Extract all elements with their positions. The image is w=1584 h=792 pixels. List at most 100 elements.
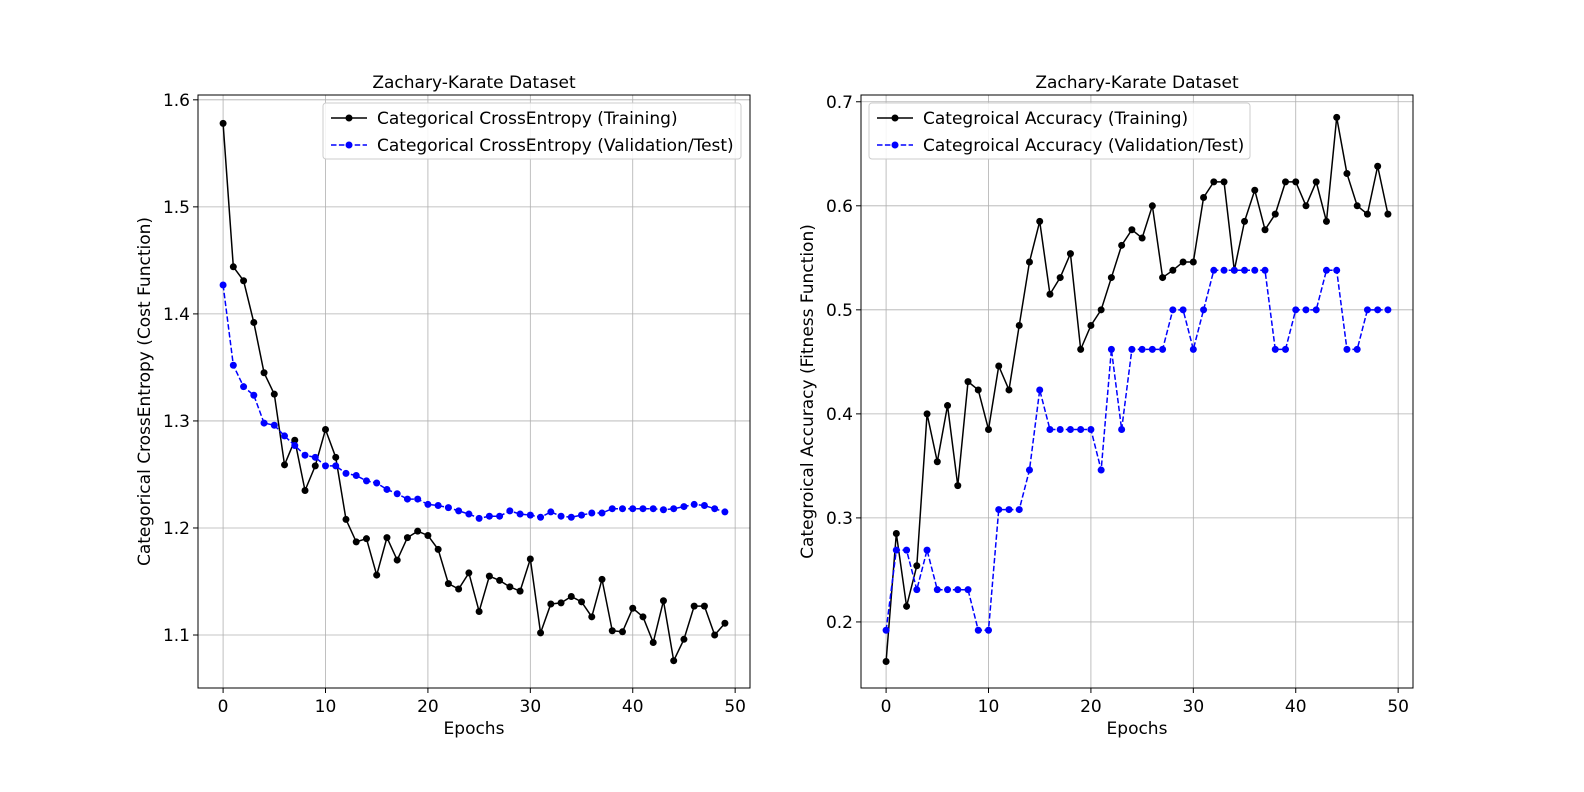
data-point bbox=[721, 508, 729, 516]
data-point bbox=[281, 432, 289, 440]
data-point bbox=[352, 472, 360, 480]
data-point bbox=[485, 572, 493, 580]
data-point bbox=[680, 635, 688, 643]
data-point bbox=[1159, 345, 1167, 353]
data-point bbox=[995, 362, 1003, 370]
data-point bbox=[291, 442, 299, 450]
data-point bbox=[1097, 306, 1105, 314]
data-point bbox=[250, 318, 258, 326]
data-point bbox=[383, 534, 391, 542]
data-point bbox=[1210, 266, 1218, 274]
data-point bbox=[260, 419, 268, 427]
data-point bbox=[1261, 226, 1269, 234]
data-point bbox=[1271, 210, 1279, 218]
data-point bbox=[649, 639, 657, 647]
data-point bbox=[270, 390, 278, 398]
legend-label-validation: Categroical Accuracy (Validation/Test) bbox=[923, 136, 1244, 156]
data-point bbox=[882, 626, 890, 634]
data-point bbox=[240, 383, 248, 391]
data-point bbox=[332, 453, 340, 461]
data-point bbox=[700, 501, 708, 509]
data-point bbox=[1281, 345, 1289, 353]
data-point bbox=[974, 386, 982, 394]
x-axis-label: Epochs bbox=[1107, 719, 1168, 739]
data-point bbox=[424, 531, 432, 539]
data-point bbox=[903, 546, 911, 554]
plot-frame bbox=[860, 94, 1414, 689]
data-point bbox=[944, 586, 952, 594]
data-point bbox=[598, 509, 606, 517]
data-point bbox=[1138, 234, 1146, 242]
data-point bbox=[1261, 266, 1269, 274]
legend-box bbox=[322, 102, 742, 160]
data-point bbox=[892, 546, 900, 554]
data-point bbox=[1077, 425, 1085, 433]
data-point bbox=[1220, 266, 1228, 274]
data-point bbox=[944, 402, 952, 410]
data-point bbox=[1353, 202, 1361, 210]
data-point bbox=[567, 592, 575, 600]
data-point bbox=[455, 585, 463, 593]
data-point bbox=[1241, 266, 1249, 274]
data-point bbox=[1322, 217, 1330, 225]
data-point bbox=[1118, 241, 1126, 249]
data-point bbox=[1077, 345, 1085, 353]
data-point bbox=[700, 602, 708, 610]
x-tick-label: 30 bbox=[520, 697, 542, 717]
data-point bbox=[974, 626, 982, 634]
x-tick-label: 0 bbox=[218, 697, 229, 717]
data-point bbox=[485, 512, 493, 520]
x-axis-label: Epochs bbox=[444, 719, 505, 739]
data-point bbox=[342, 515, 350, 523]
data-point bbox=[1220, 178, 1228, 186]
data-point bbox=[923, 546, 931, 554]
data-point bbox=[1169, 266, 1177, 274]
data-point bbox=[670, 505, 678, 513]
data-point bbox=[1128, 226, 1136, 234]
y-tick-label: 0.4 bbox=[826, 405, 853, 425]
data-point bbox=[1281, 178, 1289, 186]
legend-marker-training bbox=[891, 114, 899, 122]
data-point bbox=[913, 562, 921, 570]
y-tick-label: 0.2 bbox=[826, 613, 853, 633]
data-point bbox=[1343, 345, 1351, 353]
y-tick-label: 0.3 bbox=[826, 509, 853, 529]
data-point bbox=[362, 477, 370, 485]
data-point bbox=[342, 469, 350, 477]
data-point bbox=[1271, 345, 1279, 353]
x-tick-label: 50 bbox=[724, 697, 746, 717]
data-point bbox=[588, 509, 596, 517]
data-point bbox=[1333, 266, 1341, 274]
y-tick-label: 0.7 bbox=[826, 93, 853, 113]
data-point bbox=[1015, 321, 1023, 329]
data-point bbox=[964, 586, 972, 594]
data-point bbox=[516, 587, 524, 595]
legend-label-training: Categorical CrossEntropy (Training) bbox=[377, 109, 678, 129]
data-point bbox=[414, 527, 422, 535]
data-point bbox=[1363, 306, 1371, 314]
data-point bbox=[995, 506, 1003, 514]
data-point bbox=[1179, 258, 1187, 266]
data-point bbox=[639, 613, 647, 621]
x-tick-label: 10 bbox=[978, 697, 1000, 717]
data-point bbox=[301, 451, 309, 459]
data-point bbox=[465, 510, 473, 518]
y-axis-label: Categroical Accuracy (Fitness Function) bbox=[798, 224, 818, 559]
data-point bbox=[690, 602, 698, 610]
data-point bbox=[537, 629, 545, 637]
data-point bbox=[424, 500, 432, 508]
data-point bbox=[1241, 217, 1249, 225]
data-point bbox=[373, 571, 381, 579]
data-point bbox=[1292, 306, 1300, 314]
y-tick-label: 0.5 bbox=[826, 301, 853, 321]
accuracy-chart: 0 10 20 30 40 50 0.2 0.3 0.4 0.5 0.6 0.7 Zachary-Ka… bbox=[798, 73, 1414, 739]
data-point bbox=[240, 277, 248, 285]
data-point bbox=[1200, 193, 1208, 201]
data-point bbox=[1025, 258, 1033, 266]
data-point bbox=[608, 505, 616, 513]
data-point bbox=[526, 511, 534, 519]
data-point bbox=[1046, 290, 1054, 298]
data-point bbox=[434, 545, 442, 553]
data-point bbox=[332, 462, 340, 470]
data-point bbox=[1230, 266, 1238, 274]
